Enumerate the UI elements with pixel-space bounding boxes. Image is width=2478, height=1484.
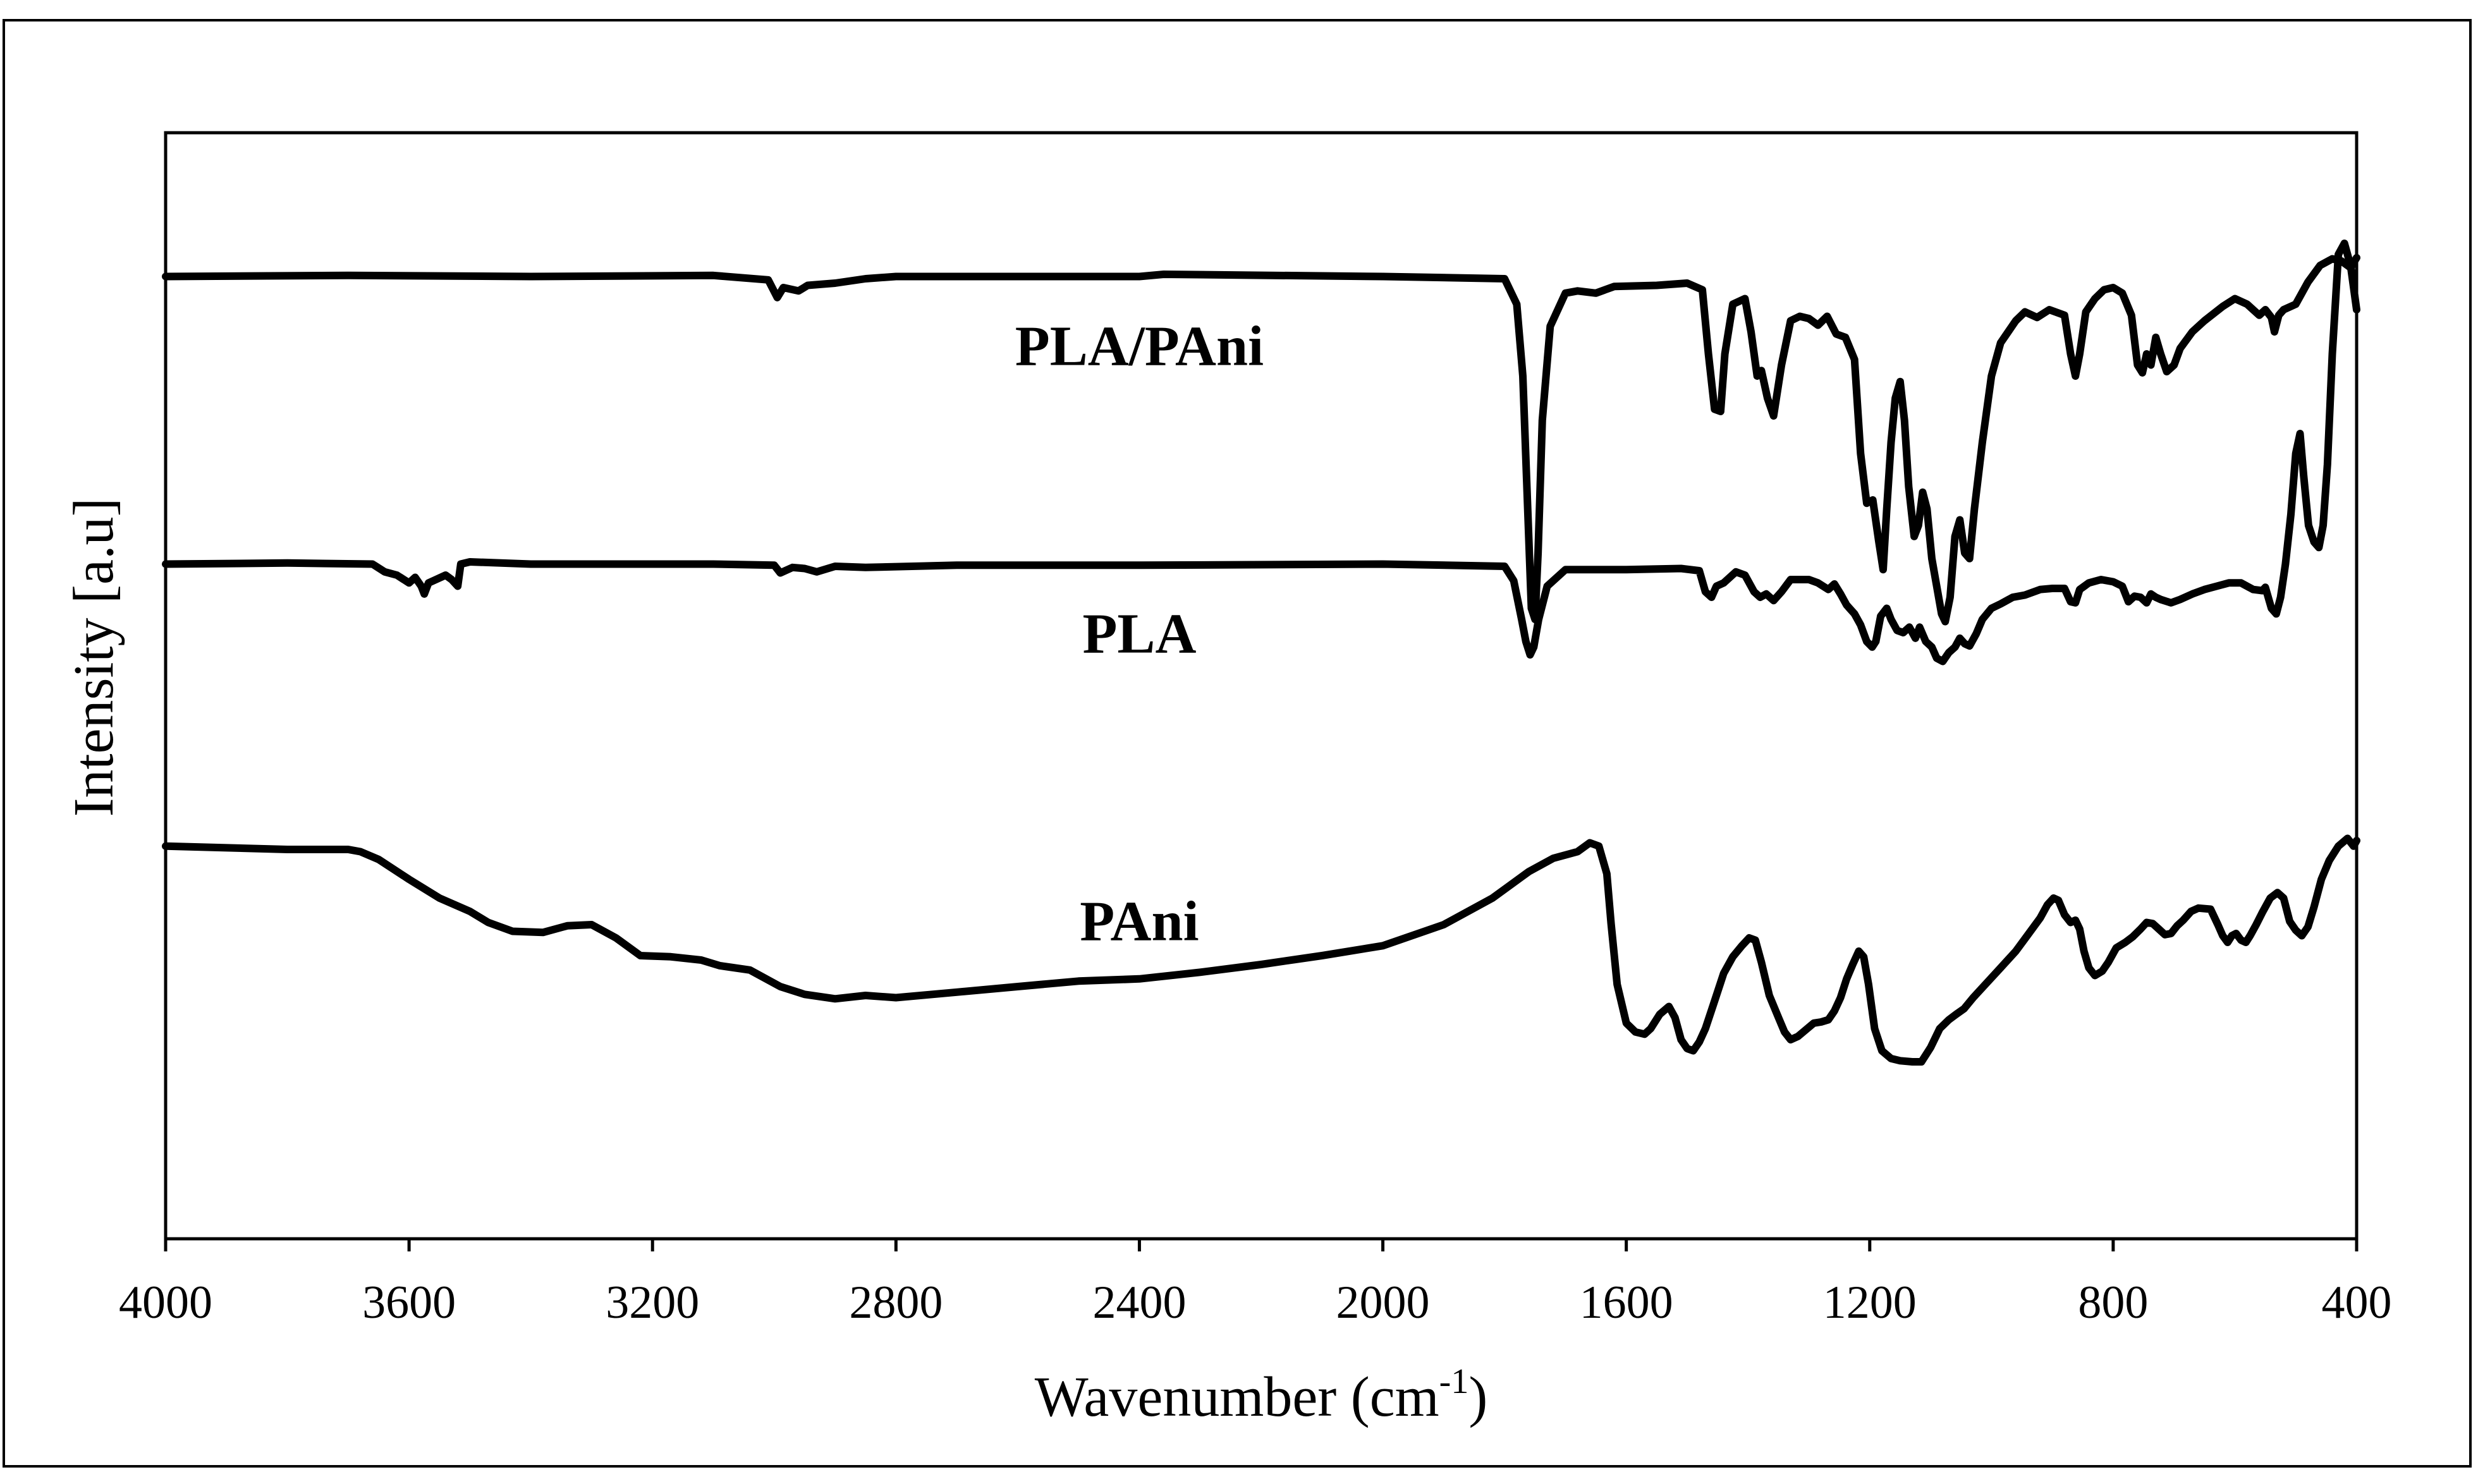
x-tick-label: 1600 xyxy=(1580,1277,1673,1329)
x-tick-label: 2400 xyxy=(1092,1277,1186,1329)
series-labels: PLA/PAni PLA PAni xyxy=(1015,315,1264,953)
series-label-pla-pani: PLA/PAni xyxy=(1015,315,1264,378)
x-axis-title: Wavenumber (cm-1) xyxy=(1035,1362,1488,1428)
x-tick-label: 2000 xyxy=(1336,1277,1430,1329)
series-line-pla-pani xyxy=(162,253,2360,626)
outer-border xyxy=(3,19,2472,1468)
x-tick-label: 4000 xyxy=(119,1277,212,1329)
x-axis-tick-labels: 4000 3600 3200 2800 2400 2000 1600 1200 800 400 xyxy=(119,1277,2392,1329)
series-line-pani xyxy=(162,834,2360,1066)
x-tick-label: 3600 xyxy=(362,1277,456,1329)
x-tick-label: 2800 xyxy=(849,1277,943,1329)
series-label-pla: PLA xyxy=(1082,603,1196,666)
x-axis-ticks xyxy=(164,1239,2359,1251)
y-axis-title: Intensity [a.u] xyxy=(63,498,125,817)
series-lines xyxy=(162,240,2360,1066)
x-tick-label: 1200 xyxy=(1823,1277,1917,1329)
series-line-pla xyxy=(162,240,2360,666)
x-tick-label: 3200 xyxy=(606,1277,699,1329)
plot-area-frame xyxy=(164,131,2359,1241)
x-tick-label: 800 xyxy=(2078,1277,2148,1329)
x-tick-label: 400 xyxy=(2322,1277,2392,1329)
series-label-pani: PAni xyxy=(1080,891,1199,953)
